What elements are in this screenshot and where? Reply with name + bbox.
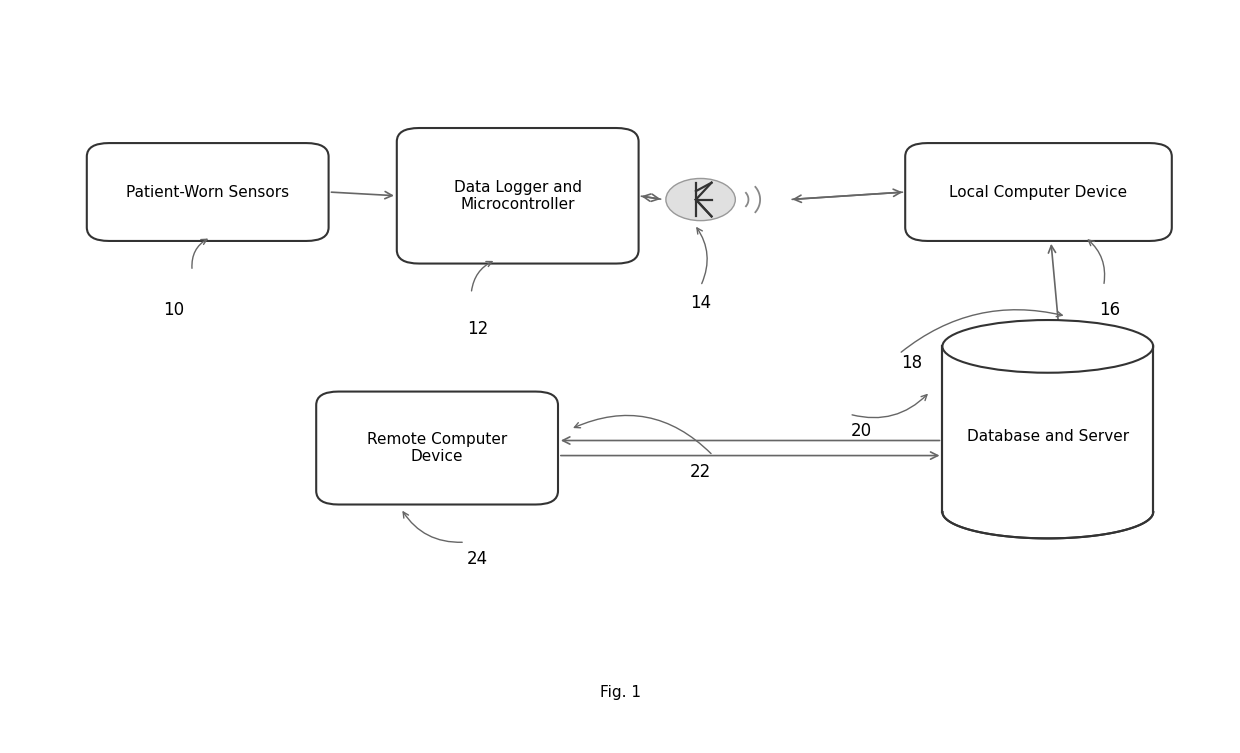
Text: 24: 24 — [466, 550, 489, 568]
Text: Data Logger and
Microcontroller: Data Logger and Microcontroller — [454, 179, 582, 212]
Circle shape — [666, 178, 735, 221]
Text: 20: 20 — [851, 422, 873, 440]
Ellipse shape — [942, 320, 1153, 373]
Text: 16: 16 — [1099, 301, 1121, 319]
Polygon shape — [942, 346, 1153, 512]
Text: Database and Server: Database and Server — [967, 429, 1128, 444]
Text: Fig. 1: Fig. 1 — [599, 685, 641, 700]
Text: 10: 10 — [162, 301, 185, 319]
Text: 14: 14 — [689, 294, 712, 312]
Text: Patient-Worn Sensors: Patient-Worn Sensors — [126, 184, 289, 200]
FancyBboxPatch shape — [397, 128, 639, 264]
FancyBboxPatch shape — [905, 143, 1172, 241]
FancyBboxPatch shape — [87, 143, 329, 241]
Text: 12: 12 — [466, 320, 489, 338]
Text: 22: 22 — [689, 463, 712, 481]
Text: 18: 18 — [900, 354, 923, 372]
Text: Remote Computer
Device: Remote Computer Device — [367, 431, 507, 465]
Text: Local Computer Device: Local Computer Device — [950, 184, 1127, 200]
FancyBboxPatch shape — [316, 392, 558, 505]
